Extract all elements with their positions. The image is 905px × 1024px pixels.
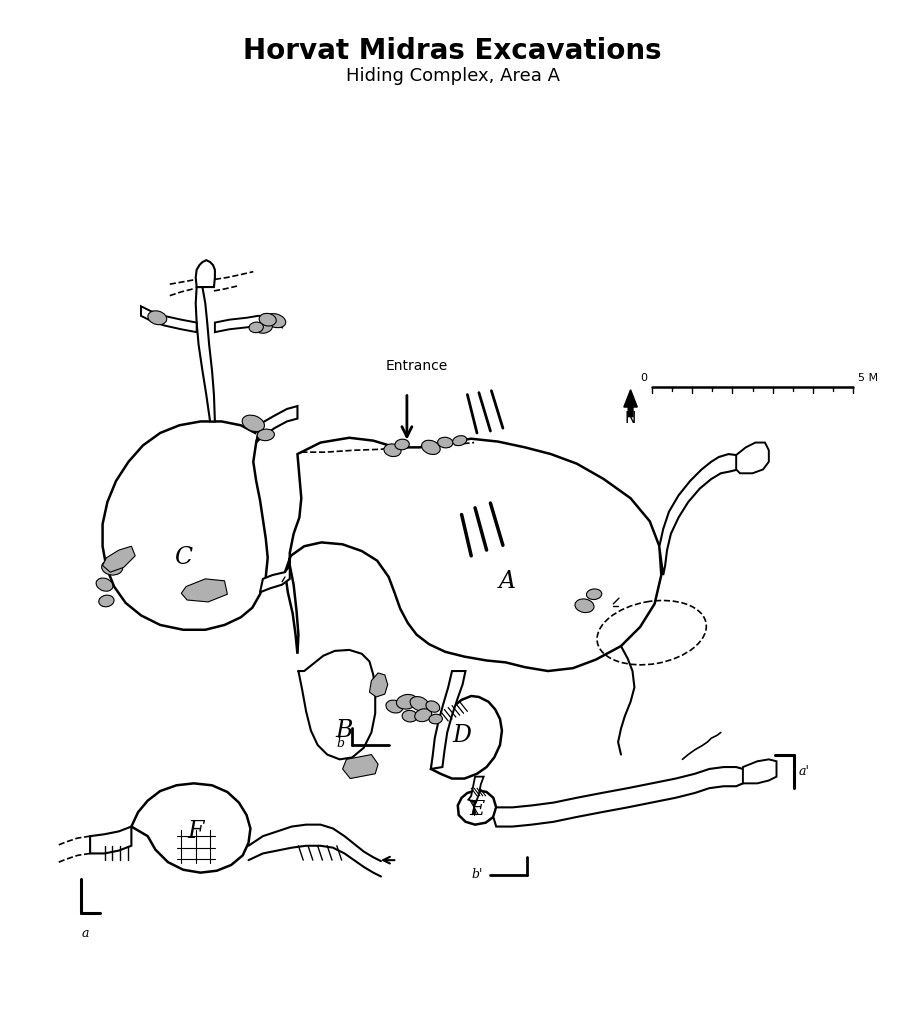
Ellipse shape xyxy=(395,439,409,450)
Polygon shape xyxy=(369,673,387,697)
Text: a': a' xyxy=(798,765,809,778)
Text: E: E xyxy=(470,800,484,819)
Text: a: a xyxy=(81,928,89,940)
Ellipse shape xyxy=(255,322,272,333)
Ellipse shape xyxy=(148,311,167,325)
Polygon shape xyxy=(195,287,214,422)
Ellipse shape xyxy=(396,694,417,709)
Text: F: F xyxy=(187,820,204,843)
Ellipse shape xyxy=(257,429,274,440)
Ellipse shape xyxy=(249,323,263,333)
Polygon shape xyxy=(181,579,227,602)
Text: 5 M: 5 M xyxy=(858,373,878,383)
Polygon shape xyxy=(736,442,769,473)
Polygon shape xyxy=(343,755,378,778)
Ellipse shape xyxy=(243,415,264,431)
Polygon shape xyxy=(431,696,502,778)
Ellipse shape xyxy=(259,313,276,326)
Polygon shape xyxy=(102,422,268,630)
Text: N: N xyxy=(624,412,636,426)
Text: 0: 0 xyxy=(640,373,647,383)
Text: B: B xyxy=(336,719,353,742)
Polygon shape xyxy=(458,791,496,824)
Ellipse shape xyxy=(452,435,467,445)
Text: Horvat Midras Excavations: Horvat Midras Excavations xyxy=(243,37,662,65)
Ellipse shape xyxy=(402,711,417,722)
Ellipse shape xyxy=(410,696,429,711)
Ellipse shape xyxy=(426,700,440,713)
Text: Entrance: Entrance xyxy=(386,359,448,374)
Ellipse shape xyxy=(438,437,453,447)
Ellipse shape xyxy=(586,589,602,599)
Text: A: A xyxy=(500,570,516,593)
Polygon shape xyxy=(90,826,131,853)
Text: Hiding Complex, Area A: Hiding Complex, Area A xyxy=(346,67,559,85)
Ellipse shape xyxy=(101,560,123,575)
Ellipse shape xyxy=(99,595,114,607)
Ellipse shape xyxy=(575,599,594,612)
FancyArrow shape xyxy=(624,390,637,417)
Ellipse shape xyxy=(265,313,286,328)
Polygon shape xyxy=(102,546,135,572)
Polygon shape xyxy=(214,315,282,332)
Polygon shape xyxy=(260,565,290,592)
Ellipse shape xyxy=(429,714,443,724)
Polygon shape xyxy=(469,776,483,803)
Text: b: b xyxy=(337,736,345,750)
Ellipse shape xyxy=(386,700,403,713)
Polygon shape xyxy=(431,671,465,769)
Polygon shape xyxy=(256,407,298,442)
Ellipse shape xyxy=(414,709,432,722)
Ellipse shape xyxy=(422,440,440,455)
Polygon shape xyxy=(141,306,196,332)
Polygon shape xyxy=(131,783,251,872)
Polygon shape xyxy=(195,260,214,287)
Polygon shape xyxy=(493,767,746,826)
Ellipse shape xyxy=(96,579,113,591)
Polygon shape xyxy=(743,760,776,783)
Text: b': b' xyxy=(472,868,482,881)
Ellipse shape xyxy=(384,444,401,457)
Polygon shape xyxy=(660,454,740,575)
Text: C: C xyxy=(174,546,192,569)
Polygon shape xyxy=(285,438,662,671)
Text: D: D xyxy=(452,724,472,746)
